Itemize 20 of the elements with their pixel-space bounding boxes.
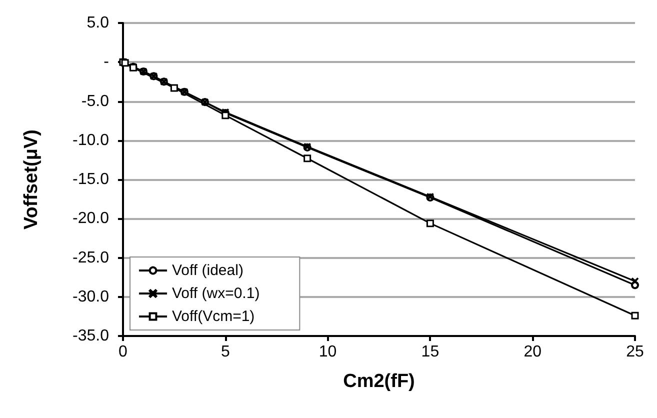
legend-label: Voff (wx=0.1)	[172, 285, 260, 302]
y-tick-label: -10.0	[72, 132, 110, 149]
x-tick-label: 25	[626, 344, 644, 360]
x-tick-label: 5	[220, 344, 230, 360]
y-tick-label: -15.0	[72, 171, 110, 188]
y-tick-label: 5.0	[86, 14, 110, 32]
y-tick-label: -30.0	[72, 288, 110, 306]
x-tick-label: 10	[318, 344, 337, 360]
x-tick-label: 20	[524, 344, 542, 360]
y-tick-label: -35.0	[72, 328, 110, 344]
y-tick-label: -5.0	[81, 92, 110, 110]
y-tick-label: -25.0	[72, 249, 110, 266]
y-axis-title: Voffset(μV)	[21, 130, 42, 230]
x-axis-title: Cm2(fF)	[343, 371, 415, 392]
legend-label: Voff (ideal)	[172, 262, 244, 279]
y-tick-label: -	[104, 54, 109, 71]
legend-label: Voff(Vcm=1)	[172, 308, 255, 325]
y-tick-label: -20.0	[72, 210, 110, 228]
x-tick-label: 0	[118, 344, 128, 360]
x-tick-label: 15	[421, 344, 440, 360]
